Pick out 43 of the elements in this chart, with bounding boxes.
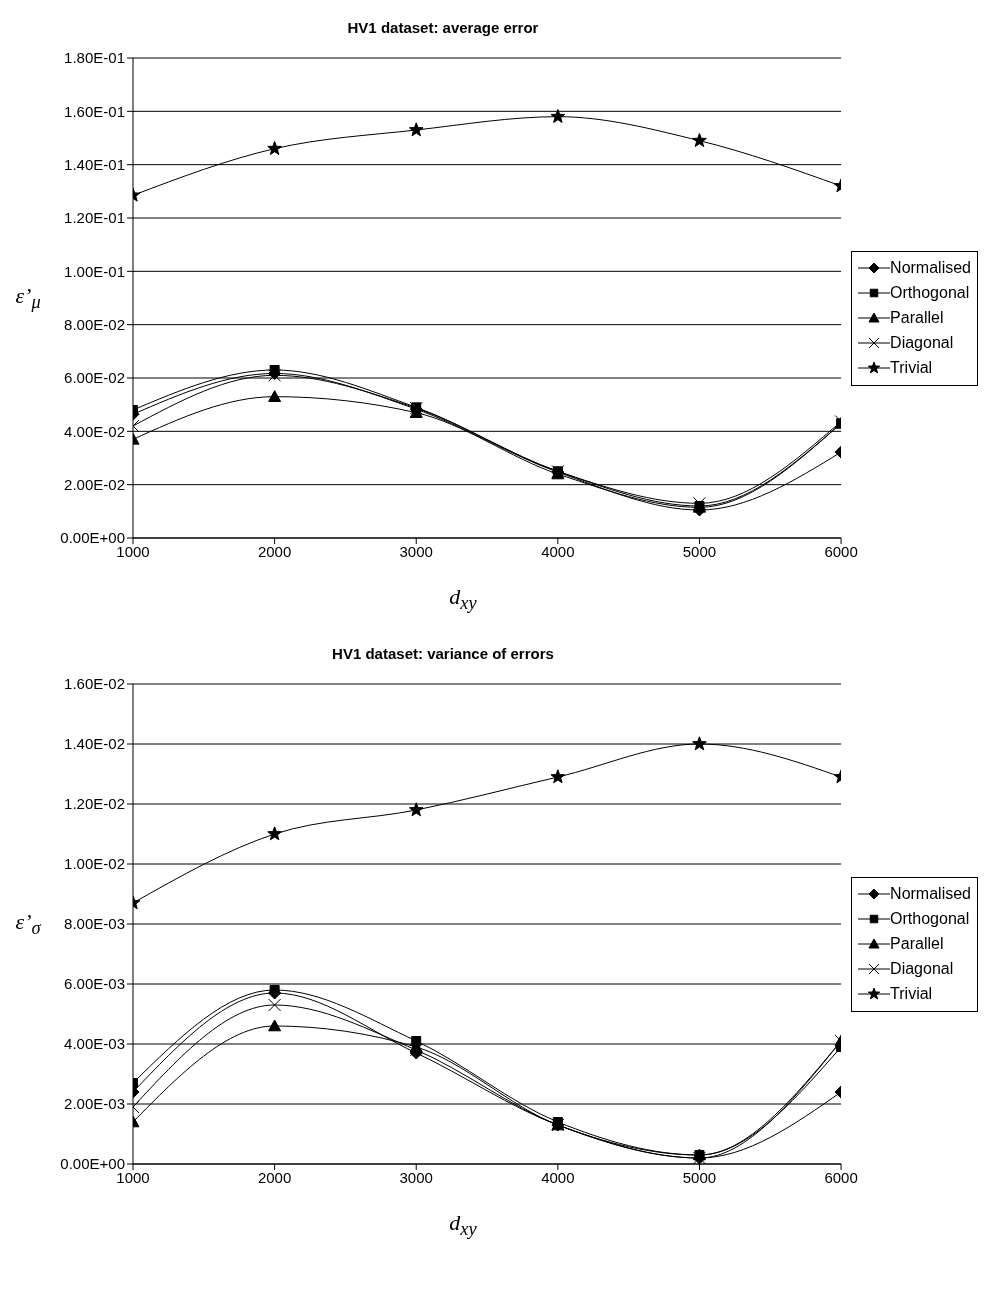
y-tick-label: 1.60E-02 bbox=[64, 675, 125, 693]
y-axis-title: ε’$_{σ}$ bbox=[14, 909, 42, 940]
legend-label: Diagonal bbox=[890, 334, 954, 352]
legend-label: Orthogonal bbox=[890, 910, 970, 929]
y-tick-label: 1.40E-02 bbox=[64, 735, 125, 753]
y-tick-label: 6.00E-03 bbox=[64, 975, 125, 993]
legend-label: Parallel bbox=[890, 935, 944, 954]
y-tick-label: 1.00E-01 bbox=[64, 262, 125, 280]
y-tick-label: 1.00E-02 bbox=[64, 855, 125, 873]
y-tick-label: 8.00E-02 bbox=[64, 315, 125, 333]
x-tick-label: 2000 bbox=[257, 1169, 292, 1187]
legend-label: Normalised bbox=[890, 885, 971, 904]
legend-label: Trivial bbox=[890, 985, 933, 1004]
y-tick-label: 1.20E-02 bbox=[64, 795, 125, 813]
y-tick-label: 4.00E-03 bbox=[64, 1035, 125, 1053]
y-tick-label: 4.00E-02 bbox=[64, 422, 125, 440]
x-axis-title: d$_{xy}$ bbox=[448, 584, 478, 615]
x-tick-label: 5000 bbox=[682, 542, 717, 560]
x-tick-label: 6000 bbox=[824, 1169, 858, 1187]
y-tick-label: 1.20E-01 bbox=[64, 209, 125, 227]
chart-title: HV1 dataset: variance of errors bbox=[331, 644, 555, 665]
y-tick-label: 1.60E-01 bbox=[64, 102, 125, 120]
y-tick-label: 1.80E-01 bbox=[64, 49, 125, 67]
x-tick-label: 4000 bbox=[541, 1169, 575, 1187]
legend-label: Diagonal bbox=[890, 960, 954, 979]
y-tick-label: 8.00E-03 bbox=[64, 915, 125, 933]
y-tick-label: 2.00E-02 bbox=[64, 475, 125, 493]
y-tick-label: 6.00E-02 bbox=[64, 369, 125, 387]
x-tick-label: 2000 bbox=[257, 542, 292, 560]
y-tick-label: 2.00E-03 bbox=[64, 1095, 125, 1113]
x-tick-label: 4000 bbox=[541, 542, 575, 560]
x-tick-label: 6000 bbox=[824, 542, 858, 560]
legend-label: Parallel bbox=[890, 309, 944, 327]
x-tick-label: 3000 bbox=[399, 542, 433, 560]
y-axis-title: ε’$_{μ}$ bbox=[14, 282, 42, 314]
y-tick-label: 1.40E-01 bbox=[64, 155, 125, 173]
legend-label: Trivial bbox=[890, 359, 933, 377]
x-axis-title: d$_{xy}$ bbox=[448, 1210, 478, 1241]
x-tick-label: 5000 bbox=[682, 1169, 717, 1187]
legend-label: Normalised bbox=[890, 259, 971, 277]
chart-title: HV1 dataset: average error bbox=[346, 18, 540, 38]
legend-label: Orthogonal bbox=[890, 284, 970, 302]
x-tick-label: 3000 bbox=[399, 1169, 433, 1187]
